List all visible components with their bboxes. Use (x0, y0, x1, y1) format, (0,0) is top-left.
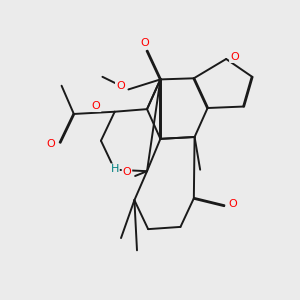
Text: O: O (116, 82, 125, 92)
Text: O: O (92, 101, 100, 111)
Text: O: O (46, 140, 55, 149)
Text: O: O (123, 167, 131, 177)
Text: O: O (228, 199, 237, 209)
Text: O: O (141, 38, 149, 48)
Text: O: O (230, 52, 239, 62)
Text: H: H (110, 164, 119, 174)
